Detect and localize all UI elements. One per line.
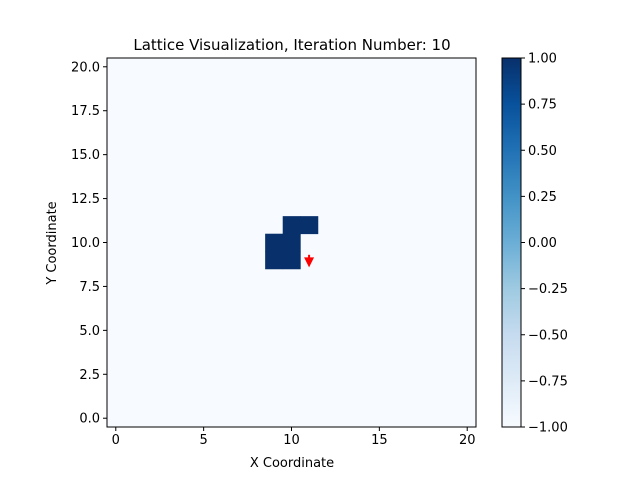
y-tick-label: 0.0 bbox=[79, 412, 100, 427]
x-tick-label: 20 bbox=[459, 433, 476, 448]
colorbar-tick-label: 0.25 bbox=[528, 190, 557, 205]
y-tick-label: 17.5 bbox=[71, 104, 100, 119]
x-tick-label: 15 bbox=[371, 433, 388, 448]
arrow-head bbox=[304, 257, 315, 268]
x-axis-label: X Coordinate bbox=[250, 456, 334, 471]
x-axis: 0 5 10 15 20 bbox=[112, 427, 476, 448]
lattice-cell bbox=[265, 233, 284, 252]
colorbar-tick-label: −1.00 bbox=[528, 421, 568, 436]
occupied-cells bbox=[265, 216, 319, 270]
lattice-cell bbox=[300, 216, 319, 235]
x-tick-label: 5 bbox=[200, 433, 208, 448]
y-tick-label: 7.5 bbox=[79, 280, 100, 295]
colorbar-tick-label: 0.75 bbox=[528, 98, 557, 113]
plot-area bbox=[106, 57, 477, 428]
colorbar-tick-label: 0.00 bbox=[528, 236, 557, 251]
colorbar-gradient bbox=[501, 57, 522, 428]
lattice-cell bbox=[265, 251, 284, 270]
colorbar-tick-label: −0.75 bbox=[528, 374, 568, 389]
chart-title: Lattice Visualization, Iteration Number:… bbox=[133, 36, 450, 54]
y-tick-label: 20.0 bbox=[71, 60, 100, 75]
y-tick-label: 5.0 bbox=[79, 324, 100, 339]
lattice-cell bbox=[282, 233, 301, 252]
y-tick-label: 12.5 bbox=[71, 192, 100, 207]
colorbar-tick-label: 0.50 bbox=[528, 144, 557, 159]
y-axis-label: Y Coordinate bbox=[45, 201, 60, 285]
y-tick-label: 2.5 bbox=[79, 368, 100, 383]
direction-arrow bbox=[304, 254, 315, 268]
x-tick-label: 10 bbox=[283, 433, 300, 448]
colorbar-tick-label: 1.00 bbox=[528, 52, 557, 67]
colorbar-ticks: 1.00 0.75 0.50 0.25 0.00 −0.25 −0.50 −0.75 −1.00 bbox=[521, 52, 568, 436]
lattice-cell bbox=[282, 216, 301, 235]
y-tick-label: 15.0 bbox=[71, 148, 100, 163]
y-tick-label: 10.0 bbox=[71, 236, 100, 251]
colorbar-tick-label: −0.50 bbox=[528, 328, 568, 343]
lattice-cell bbox=[282, 251, 301, 270]
y-axis: 0.0 2.5 5.0 7.5 10.0 12.5 15.0 17.5 20.0 bbox=[71, 60, 107, 427]
colorbar-tick-label: −0.25 bbox=[528, 282, 568, 297]
colorbar: 1.00 0.75 0.50 0.25 0.00 −0.25 −0.50 −0.75 −1.00 bbox=[501, 52, 568, 436]
x-tick-label: 0 bbox=[112, 433, 120, 448]
